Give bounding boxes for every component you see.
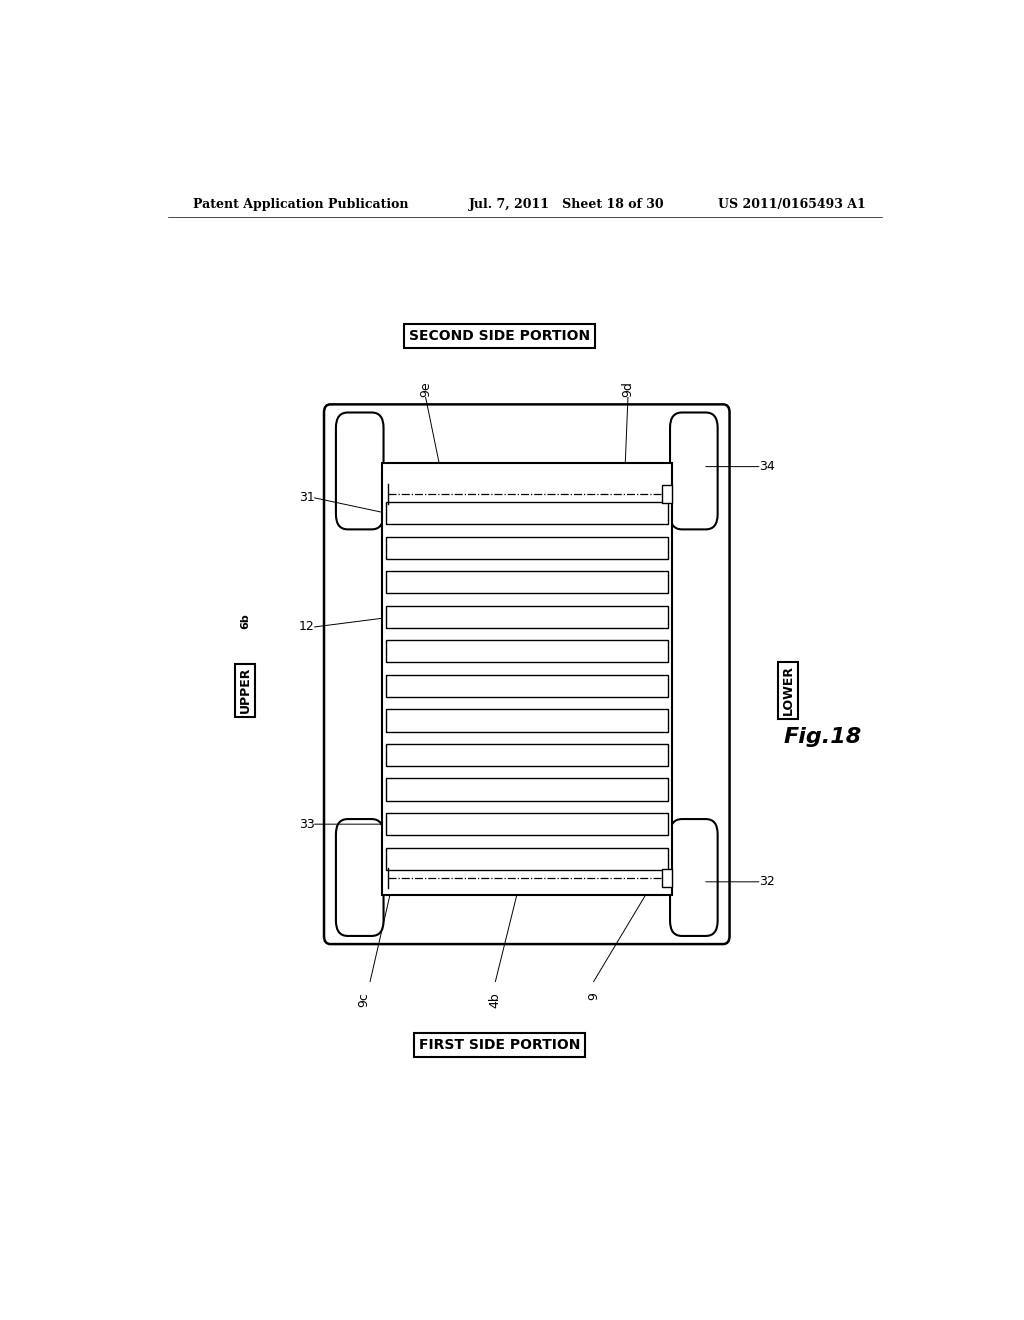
Text: 12: 12	[299, 620, 314, 634]
Text: Jul. 7, 2011   Sheet 18 of 30: Jul. 7, 2011 Sheet 18 of 30	[469, 198, 665, 211]
Text: 33: 33	[299, 817, 314, 830]
Text: US 2011/0165493 A1: US 2011/0165493 A1	[718, 198, 866, 211]
FancyBboxPatch shape	[336, 818, 384, 936]
Text: UPPER: UPPER	[239, 667, 252, 713]
Text: SECOND SIDE PORTION: SECOND SIDE PORTION	[409, 329, 590, 343]
Text: 4b: 4b	[488, 991, 502, 1007]
Text: Patent Application Publication: Patent Application Publication	[194, 198, 409, 211]
Bar	[386, 502, 668, 524]
Text: 9: 9	[587, 991, 600, 999]
Bar	[386, 606, 668, 628]
Bar	[386, 847, 668, 870]
Bar	[382, 463, 672, 895]
Text: 32: 32	[759, 875, 775, 888]
FancyBboxPatch shape	[336, 412, 384, 529]
Bar	[386, 709, 668, 731]
Bar	[386, 779, 668, 801]
Bar	[386, 640, 668, 663]
Bar	[386, 675, 668, 697]
Bar	[663, 484, 672, 503]
FancyBboxPatch shape	[670, 818, 718, 936]
Text: LOWER: LOWER	[781, 665, 795, 715]
Text: FIRST SIDE PORTION: FIRST SIDE PORTION	[419, 1038, 580, 1052]
FancyBboxPatch shape	[324, 404, 729, 944]
Bar	[386, 813, 668, 836]
Text: Fig.18: Fig.18	[783, 727, 861, 747]
Bar	[663, 869, 672, 887]
Text: 9c: 9c	[357, 991, 371, 1007]
Text: 34: 34	[759, 461, 775, 473]
Text: 9d: 9d	[622, 381, 635, 397]
Bar	[386, 536, 668, 558]
Bar	[386, 572, 668, 594]
Bar	[386, 744, 668, 766]
FancyBboxPatch shape	[670, 412, 718, 529]
Text: 6b: 6b	[241, 614, 251, 630]
Text: 9e: 9e	[419, 381, 432, 397]
Text: 31: 31	[299, 491, 314, 504]
